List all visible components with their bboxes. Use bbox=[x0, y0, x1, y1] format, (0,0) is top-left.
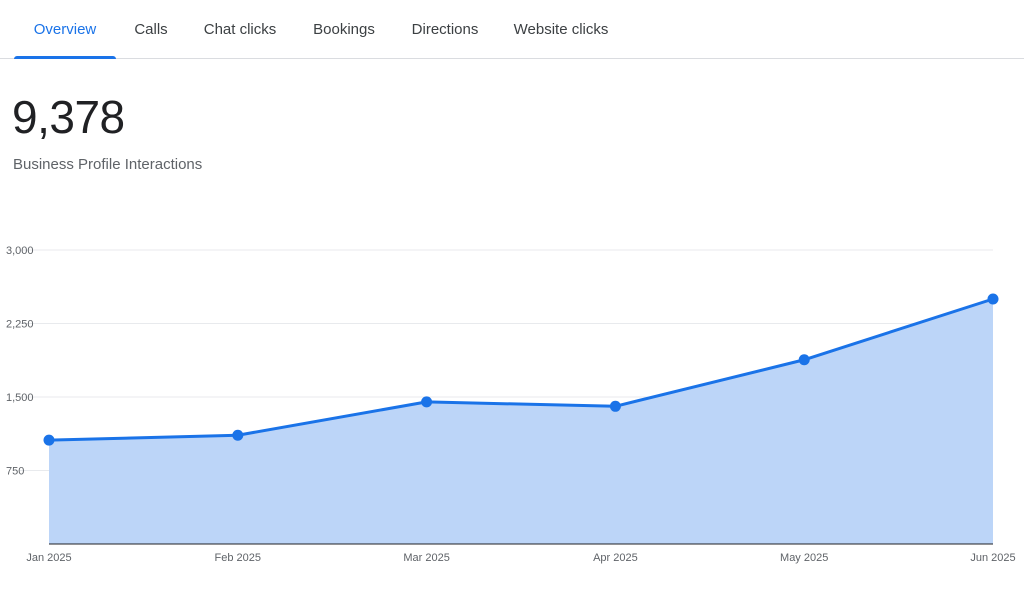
x-tick-label: May 2025 bbox=[780, 552, 828, 564]
y-tick-label: 2,250 bbox=[6, 319, 34, 331]
tab-website-clicks[interactable]: Website clicks bbox=[513, 21, 609, 38]
x-tick-label: Feb 2025 bbox=[215, 552, 261, 564]
data-point bbox=[43, 434, 55, 446]
x-tick-label: Jun 2025 bbox=[970, 552, 1015, 564]
data-point bbox=[609, 400, 621, 412]
tab-overview[interactable]: Overview bbox=[33, 21, 97, 38]
area-fill bbox=[49, 299, 993, 544]
data-point bbox=[798, 354, 810, 366]
data-point bbox=[232, 429, 244, 441]
series-line bbox=[48, 297, 994, 442]
tab-calls[interactable]: Calls bbox=[134, 21, 168, 38]
interactions-area-chart: 750 1,500 2,250 3,000 Jan 2025 Feb 2025 Mar 20… bbox=[6, 245, 1016, 564]
tab-chat-clicks[interactable]: Chat clicks bbox=[203, 21, 277, 38]
total-interactions-value: 9,378 bbox=[12, 91, 125, 143]
total-interactions-label: Business Profile Interactions bbox=[13, 156, 203, 173]
active-tab-indicator bbox=[14, 56, 116, 59]
x-tick-label: Apr 2025 bbox=[593, 552, 638, 564]
y-tick-label: 3,000 bbox=[6, 245, 34, 257]
x-tick-label: Jan 2025 bbox=[26, 552, 71, 564]
y-tick-label: 1,500 bbox=[6, 392, 34, 404]
y-tick-label: 750 bbox=[6, 466, 24, 478]
x-tick-label: Mar 2025 bbox=[403, 552, 449, 564]
tab-bookings[interactable]: Bookings bbox=[313, 21, 375, 38]
tab-bar: Overview Calls Chat clicks Bookings Dire… bbox=[0, 0, 1024, 59]
data-point bbox=[421, 396, 433, 408]
tab-directions[interactable]: Directions bbox=[411, 21, 479, 38]
data-point bbox=[987, 293, 999, 305]
